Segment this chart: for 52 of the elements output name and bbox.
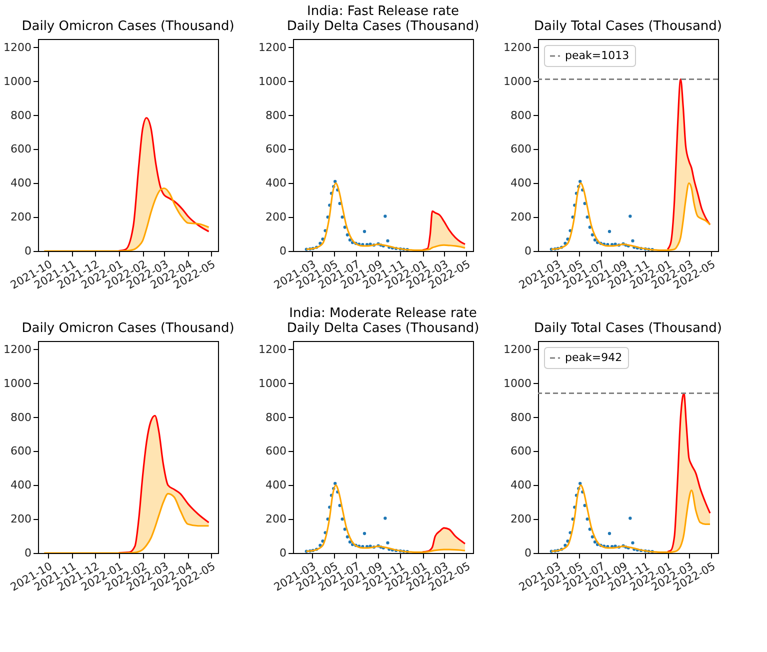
y-tick-label: 0: [524, 244, 532, 258]
y-tick-label: 1200: [258, 40, 286, 54]
y-tick-label: 0: [280, 244, 286, 258]
chart-title: Daily Omicron Cases (Thousand): [22, 19, 234, 34]
y-tick-label: 400: [10, 478, 32, 492]
y-tick-label: 1000: [4, 376, 32, 390]
y-tick-label: 1000: [258, 74, 286, 88]
y-tick-label: 200: [266, 210, 286, 224]
y-tick-label: 0: [24, 546, 32, 560]
y-tick-label: 1000: [504, 376, 532, 390]
y-tick-label: 400: [510, 176, 532, 190]
y-tick-label: 800: [266, 410, 286, 424]
chart-title: Daily Total Cases (Thousand): [534, 19, 722, 34]
y-tick-label: 1200: [4, 40, 32, 54]
y-tick-label: 1200: [4, 342, 32, 356]
y-tick-label: 400: [510, 478, 532, 492]
y-tick-label: 1000: [258, 376, 286, 390]
y-tick-label: 200: [510, 512, 532, 526]
chart-title: India: Moderate Release rate: [289, 306, 477, 321]
y-tick-label: 1200: [504, 342, 532, 356]
chart-title: Daily Omicron Cases (Thousand): [22, 321, 234, 336]
y-tick-label: 800: [10, 108, 32, 122]
y-tick-label: 400: [10, 176, 32, 190]
legend-label: peak=1013: [565, 49, 630, 62]
y-tick-label: 0: [524, 546, 532, 560]
y-tick-label: 800: [510, 410, 532, 424]
y-tick-label: 200: [510, 210, 532, 224]
y-tick-label: 200: [10, 512, 32, 526]
y-tick-label: 600: [266, 142, 286, 156]
y-tick-label: 200: [266, 512, 286, 526]
y-tick-label: 400: [266, 176, 286, 190]
y-tick-label: 0: [280, 546, 286, 560]
y-tick-label: 400: [266, 478, 286, 492]
y-tick-label: 1200: [504, 40, 532, 54]
y-tick-label: 600: [10, 444, 32, 458]
chart-subtitle: Daily Delta Cases (Thousand): [286, 321, 480, 336]
y-tick-label: 200: [10, 210, 32, 224]
y-tick-label: 1200: [258, 342, 286, 356]
chart-subtitle: Daily Delta Cases (Thousand): [286, 19, 480, 34]
y-tick-label: 800: [10, 410, 32, 424]
chart-title: India: Fast Release rate: [306, 4, 460, 19]
y-tick-label: 0: [24, 244, 32, 258]
y-tick-label: 800: [266, 108, 286, 122]
y-tick-label: 800: [510, 108, 532, 122]
y-tick-label: 600: [510, 444, 532, 458]
legend-label: peak=942: [565, 351, 622, 364]
y-tick-label: 600: [10, 142, 32, 156]
y-tick-label: 600: [266, 444, 286, 458]
y-tick-label: 1000: [4, 74, 32, 88]
y-tick-label: 600: [510, 142, 532, 156]
chart-title: Daily Total Cases (Thousand): [534, 321, 722, 336]
y-tick-label: 1000: [504, 74, 532, 88]
